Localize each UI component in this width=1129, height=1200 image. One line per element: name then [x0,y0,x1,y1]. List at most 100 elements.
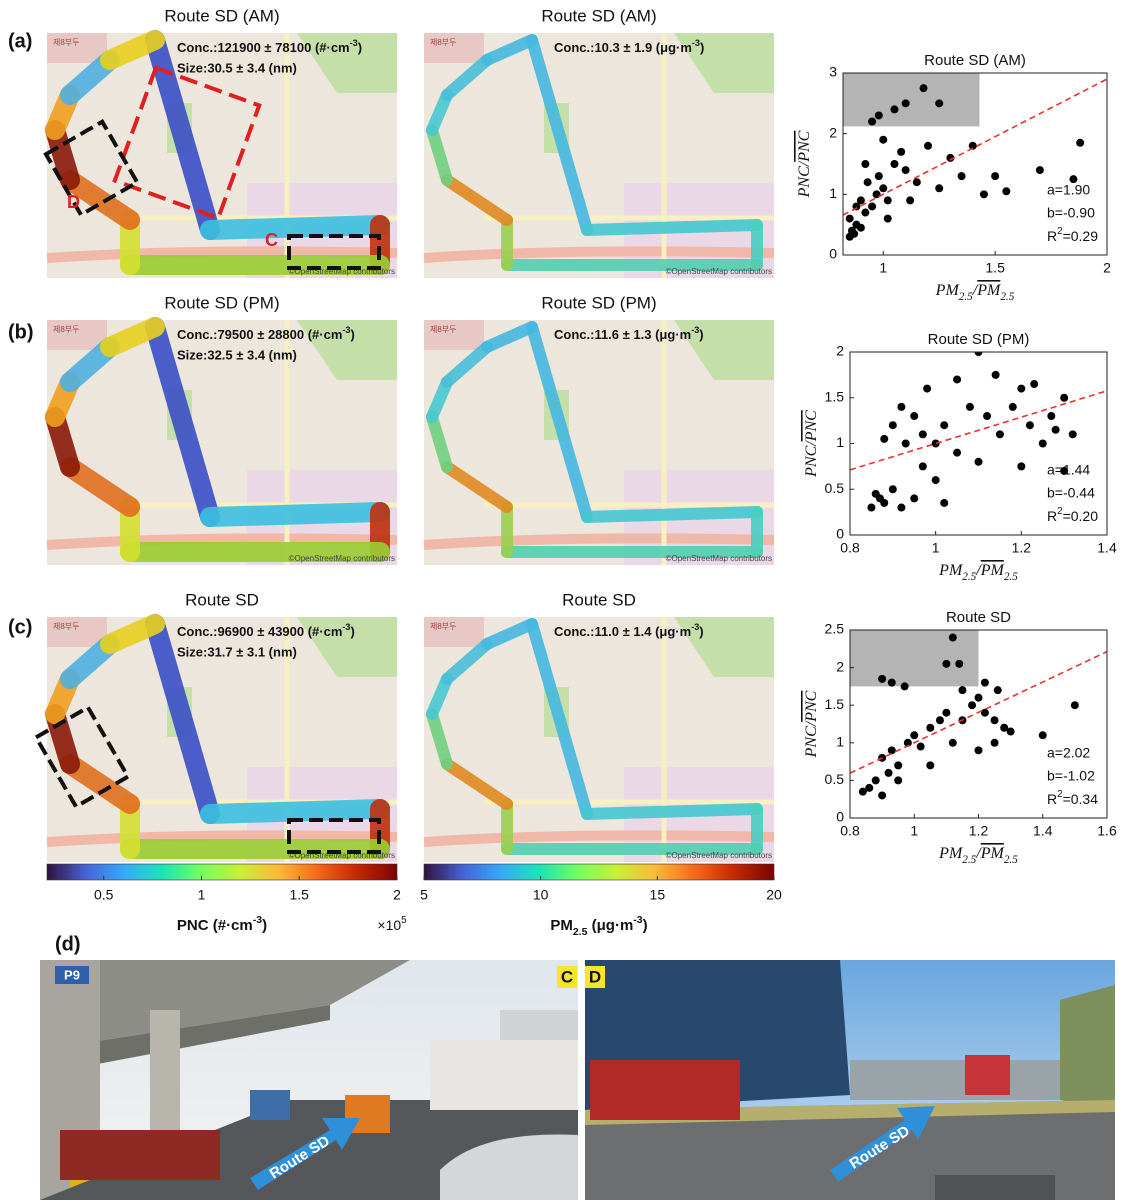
point [861,160,869,168]
text-part: PNC [803,690,820,722]
x-tick-label: 0.8 [840,823,860,839]
point [885,769,893,777]
fit-label: b=-0.44 [1047,485,1095,501]
point [940,499,948,507]
point [888,746,896,754]
text-part: 2.5 [962,854,976,866]
highlight-region [843,73,979,126]
point [942,709,950,717]
fit-label: b=-1.02 [1047,768,1095,784]
map-size: Size:30.5 ± 3.4 (nm) [177,60,297,75]
point [850,230,858,238]
point [868,202,876,210]
colorbar-tick-label: 1.5 [290,887,310,903]
text-part: =0.20 [1063,508,1099,524]
text-part: 2.5 [1004,854,1018,866]
x-tick-label: 1 [910,823,918,839]
point [1039,440,1047,448]
point [926,724,934,732]
point [878,675,886,683]
x-tick-label: 1 [932,540,940,556]
point [1002,187,1010,195]
text-part: 2.5 [1000,291,1014,303]
x-tick-label: 2 [1103,260,1111,276]
text-part: -3 [692,38,700,48]
text-part: 5 [401,915,407,926]
text-part: PM [938,845,964,862]
map-place: 제8부두 [430,38,457,47]
point [940,421,948,429]
colorbar-tick-label: 20 [766,887,782,903]
y-tick-label: 1 [836,734,844,750]
map-place: 제8부두 [53,38,80,47]
x-tick-label: 0.8 [840,540,860,556]
text-part: 2.5 [1004,571,1018,583]
point [1009,403,1017,411]
colorbar-multiplier: ×105 [377,915,407,933]
y-axis-label: PNC/PNC [803,690,820,758]
chart-title: Route SD (AM) [924,52,1026,69]
text-part: PNC/ [803,440,820,478]
text-part: PNC/ [796,160,813,198]
map-title: Route SD (AM) [164,6,279,25]
point [1060,394,1068,402]
point [1047,412,1055,420]
point [975,458,983,466]
x-tick-label: 1.2 [1012,540,1032,556]
point [889,421,897,429]
point [901,682,909,690]
point [910,494,918,502]
point [872,776,880,784]
text-part: (μg·m [587,917,633,934]
text-part: PNC/ [803,720,820,758]
point [949,739,957,747]
colorbar [47,864,397,880]
point [958,686,966,694]
point [902,440,910,448]
text-part: PM [935,282,961,299]
text-part: PM [938,562,964,579]
text-part: -3 [342,622,350,632]
y-tick-label: 1 [836,434,844,450]
text-part: -3 [691,622,699,632]
point [1036,166,1044,174]
y-tick-label: 2 [836,343,844,359]
map-place: 제8부두 [53,622,80,631]
panel-label: (c) [8,616,32,638]
point [890,105,898,113]
route-segment [587,512,757,517]
point [991,716,999,724]
map-conc: Conc.:79500 ± 28800 (#·cm-3) [177,325,355,342]
fit-label: a=1.44 [1047,462,1090,478]
point [902,99,910,107]
y-tick-label: 0 [836,809,844,825]
point [857,224,865,232]
point [906,196,914,204]
point [1007,728,1015,736]
text-part: Conc.:11.0 ± 1.4 (μg·m [554,624,691,639]
fit-label: a=2.02 [1047,745,1090,761]
point [897,148,905,156]
text-part: R [1047,508,1057,524]
point [975,746,983,754]
map-conc: Conc.:10.3 ± 1.9 (μg·m-3) [554,38,704,55]
point [949,634,957,642]
map-conc: Conc.:11.0 ± 1.4 (μg·m-3) [554,622,704,639]
point [910,731,918,739]
point [981,679,989,687]
text-part: ) [350,624,354,639]
photo-tag: D [589,967,601,986]
colorbar-label: PM2.5 (μg·m-3) [550,914,647,938]
point [932,476,940,484]
map-title: Route SD [185,590,259,609]
map: 제8부두©OpenStreetMap contributorsConc.:795… [47,320,397,565]
text-part: Conc.:10.3 ± 1.9 (μg·m [554,40,692,55]
point [1076,139,1084,147]
map-place: 제8부두 [430,622,457,631]
colorbar-label: PNC (#·cm-3) [177,914,267,934]
fit-label: a=1.90 [1047,182,1090,198]
y-tick-label: 2 [836,658,844,674]
point [913,178,921,186]
colorbar-tick-label: 2 [393,887,401,903]
text-part: -3 [691,325,699,335]
